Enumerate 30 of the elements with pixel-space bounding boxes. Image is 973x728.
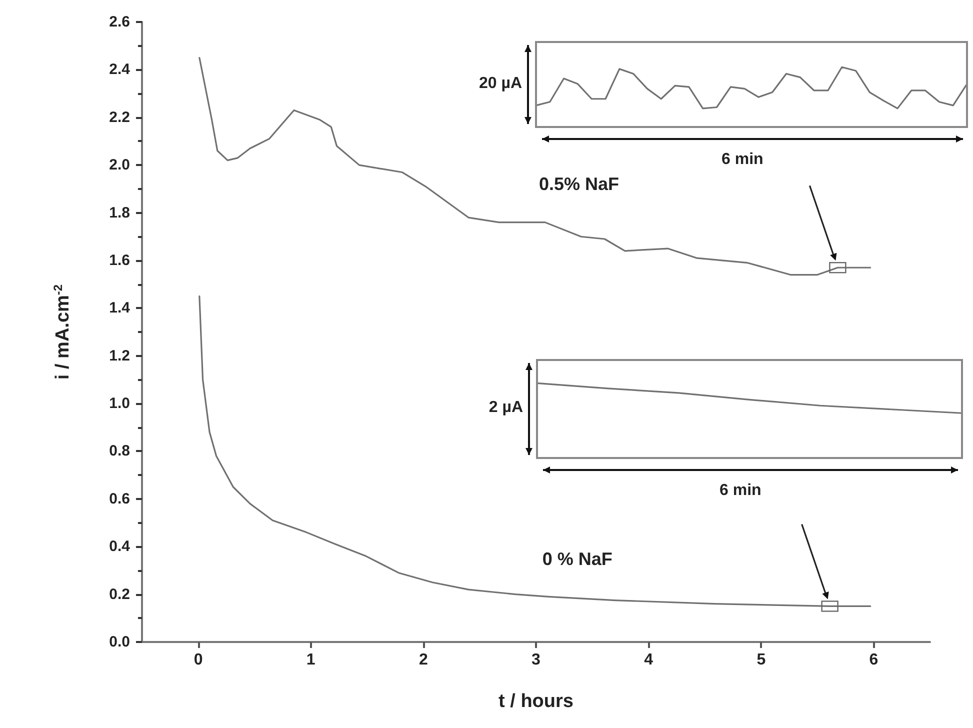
x-tick-label: 4 [644, 652, 654, 668]
y-tick-label: 1.0 [109, 395, 130, 412]
annotation: 6 min [722, 151, 764, 169]
x-tick-label: 3 [532, 652, 541, 668]
series-label: 0.5% NaF [539, 174, 620, 196]
y-axis-title: i / mA.cm-2 [51, 284, 74, 380]
y-tick-label: 2.2 [109, 108, 130, 126]
annotation: 6 min [720, 482, 762, 500]
x-axis-title: t / hours [498, 691, 574, 712]
y-tick-label: 0.0 [109, 634, 130, 650]
y-tick-label: 2.0 [109, 156, 130, 174]
y-tick-label: 0.6 [109, 490, 130, 508]
y-tick-label: 1.6 [109, 252, 130, 269]
y-tick-label: 0.2 [109, 586, 130, 603]
x-tick-label: 6 [869, 652, 878, 668]
annotation: 20 µA [478, 74, 522, 92]
x-tick-label: 5 [756, 652, 766, 668]
x-tick-label: 1 [306, 652, 316, 668]
y-tick-label: 1.8 [109, 204, 130, 222]
x-tick-label: 2 [418, 652, 428, 668]
y-tick-label: 0.8 [109, 442, 130, 460]
line-series [198, 56, 872, 276]
y-tick-label: 2.6 [109, 14, 130, 30]
x-tick-label: 0 [194, 652, 203, 668]
y-tick-label: 0.4 [109, 538, 131, 556]
y-tick-label: 2.4 [109, 61, 131, 78]
y-tick-label: 1.4 [109, 300, 131, 317]
series-label: 0 % NaF [542, 548, 612, 570]
y-tick-label: 1.2 [109, 347, 130, 364]
annotation: 2 µA [488, 399, 523, 417]
